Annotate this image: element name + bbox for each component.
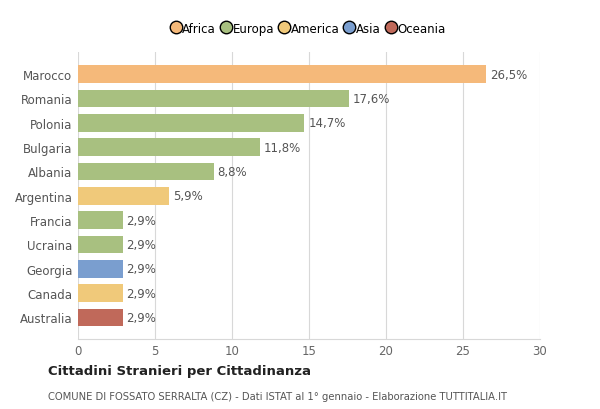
Bar [78,188,169,205]
Bar [78,163,214,181]
Bar [78,90,349,108]
Text: 2,9%: 2,9% [127,311,157,324]
Text: 2,9%: 2,9% [127,238,157,252]
Bar [78,212,122,229]
Text: Cittadini Stranieri per Cittadinanza: Cittadini Stranieri per Cittadinanza [48,364,311,377]
Bar [78,236,122,254]
Bar [78,139,260,157]
Text: 26,5%: 26,5% [490,68,527,81]
Text: 17,6%: 17,6% [353,93,390,106]
Text: 11,8%: 11,8% [263,141,301,154]
Text: 2,9%: 2,9% [127,214,157,227]
Bar [78,309,122,326]
Text: 8,8%: 8,8% [217,166,247,178]
Text: COMUNE DI FOSSATO SERRALTA (CZ) - Dati ISTAT al 1° gennaio - Elaborazione TUTTIT: COMUNE DI FOSSATO SERRALTA (CZ) - Dati I… [48,391,507,401]
Bar [78,261,122,278]
Text: 2,9%: 2,9% [127,287,157,300]
Bar [78,66,486,84]
Text: 2,9%: 2,9% [127,263,157,276]
Bar [78,285,122,302]
Text: 14,7%: 14,7% [308,117,346,130]
Text: 5,9%: 5,9% [173,190,202,203]
Bar [78,115,304,132]
Legend: Africa, Europa, America, Asia, Oceania: Africa, Europa, America, Asia, Oceania [169,19,449,39]
